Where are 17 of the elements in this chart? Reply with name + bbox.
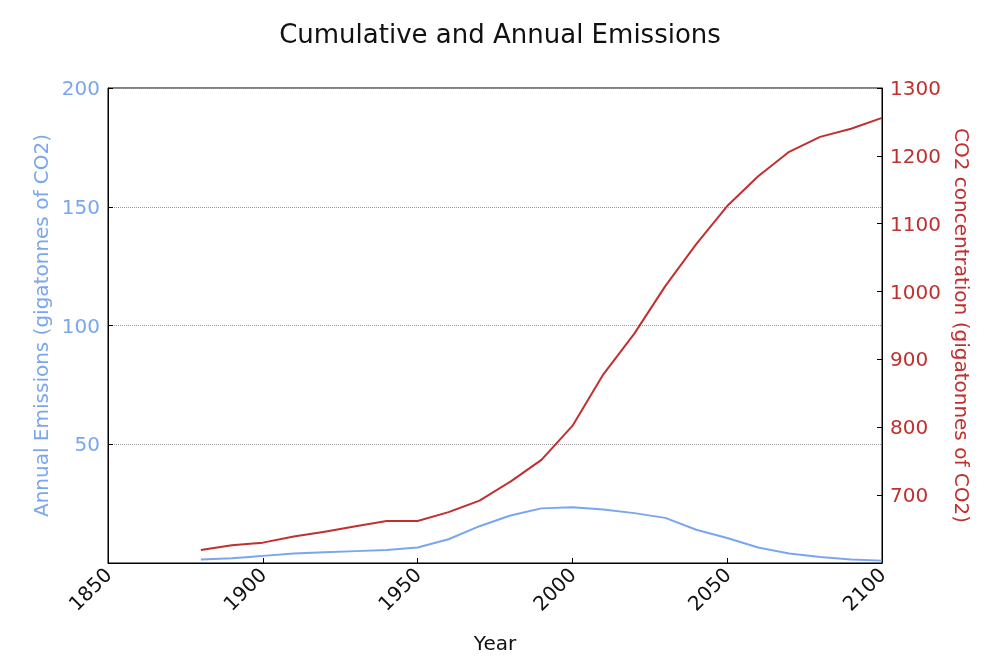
y2-tick-label: 1300 xyxy=(890,76,941,100)
y2-tick-label: 1200 xyxy=(890,143,941,168)
line-series xyxy=(199,506,883,562)
chart-title: Cumulative and Annual Emissions xyxy=(279,19,721,49)
y-tick-label: 50 xyxy=(74,432,100,457)
line-series xyxy=(199,116,883,552)
y2-axis-title: CO2 concentration (gigatonnes of CO2) xyxy=(949,127,974,524)
y2-tick-label: 1100 xyxy=(890,211,941,236)
y2-tick-label: 1000 xyxy=(890,279,941,304)
x-axis-title: Year xyxy=(472,631,517,655)
y-axis-title: Annual Emissions (gigatonnes of CO2) xyxy=(28,133,53,518)
y-tick-label: 200 xyxy=(61,76,100,100)
y2-tick-label: 700 xyxy=(890,483,929,508)
y-tick-label: 150 xyxy=(61,194,100,219)
y2-tick-label: 800 xyxy=(890,415,929,440)
y2-tick-label: 900 xyxy=(890,347,929,372)
y-tick-label: 100 xyxy=(61,313,100,338)
